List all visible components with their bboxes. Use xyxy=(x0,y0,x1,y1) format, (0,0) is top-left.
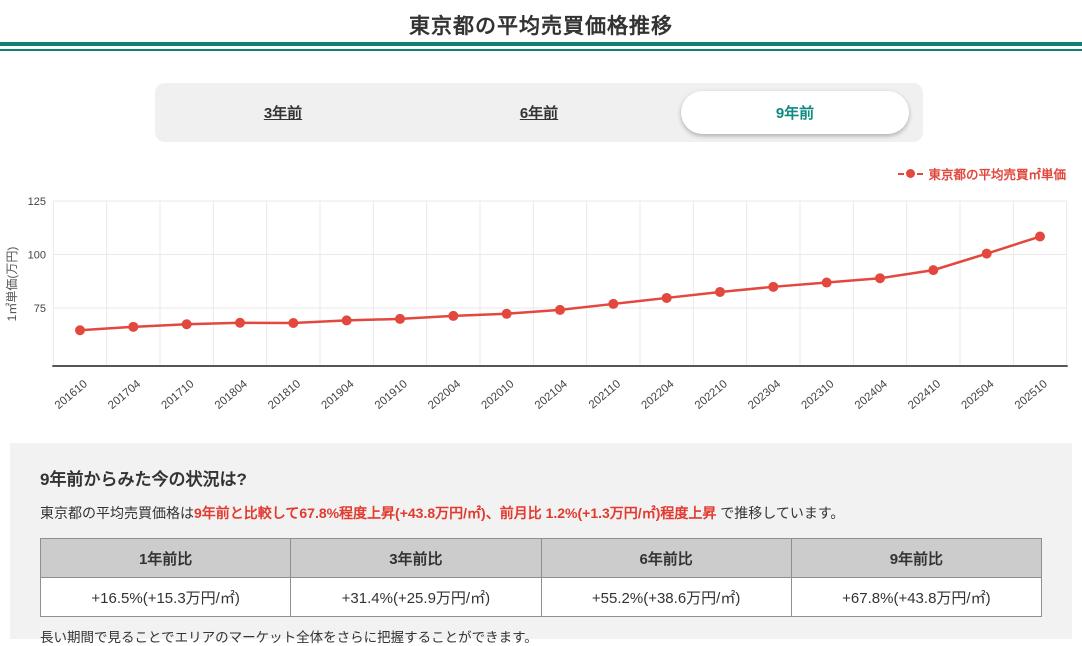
chart-legend[interactable]: 東京都の平均売買㎡単価 xyxy=(898,164,1066,183)
summary-heading: 9年前からみた今の状況は? xyxy=(40,470,247,489)
svg-text:202204: 202204 xyxy=(639,378,677,412)
svg-text:202510: 202510 xyxy=(1013,378,1050,412)
value-3y: +31.4%(+25.9万円/㎡) xyxy=(290,577,542,617)
svg-text:201710: 201710 xyxy=(159,378,196,412)
divider-thick-line xyxy=(0,42,1082,46)
summary-panel: 9年前からみた今の状況は? 東京都の平均売買価格は9年前と比較して67.8%程度… xyxy=(10,443,1072,645)
svg-text:125: 125 xyxy=(28,196,46,208)
page-header: 東京都の平均売買価格推移 xyxy=(0,0,1082,40)
svg-text:202410: 202410 xyxy=(906,378,943,412)
legend-label: 東京都の平均売買㎡単価 xyxy=(928,168,1066,182)
svg-text:100: 100 xyxy=(28,250,46,262)
svg-text:202504: 202504 xyxy=(959,378,997,412)
summary-text: 東京都の平均売買価格は9年前と比較して67.8%程度上昇(+43.8万円/㎡)、… xyxy=(40,503,1042,523)
svg-text:201610: 201610 xyxy=(53,378,90,412)
svg-text:201804: 201804 xyxy=(213,378,251,412)
svg-text:202210: 202210 xyxy=(693,378,730,412)
price-trend-chart[interactable]: 75 100 125 201610 201704 201710 201804 201810 20… xyxy=(0,188,1082,438)
tab-9-years-ago[interactable]: 9年前 xyxy=(667,83,923,142)
header-3y: 3年前比 xyxy=(290,538,542,578)
summary-text-prefix: 東京都の平均売買価格は xyxy=(40,505,194,521)
svg-text:201904: 201904 xyxy=(319,378,357,412)
value-6y: +55.2%(+38.6万円/㎡) xyxy=(540,577,792,617)
tab-label: 6年前 xyxy=(519,105,559,122)
svg-text:202310: 202310 xyxy=(799,378,836,412)
tab-3-years-ago[interactable]: 3年前 xyxy=(155,83,411,142)
summary-text-highlight: 9年前と比較して67.8%程度上昇(+43.8万円/㎡)、前月比 1.2%(+1… xyxy=(194,505,717,521)
header-1y: 1年前比 xyxy=(39,538,292,578)
svg-text:202104: 202104 xyxy=(533,378,571,412)
tab-6-years-ago[interactable]: 6年前 xyxy=(411,83,667,142)
header-divider xyxy=(0,42,1082,51)
svg-text:201810: 201810 xyxy=(266,378,303,412)
header-6y: 6年前比 xyxy=(540,538,792,578)
svg-text:202404: 202404 xyxy=(853,378,891,412)
comparison-table-header-row: 1年前比 3年前比 6年前比 9年前比 xyxy=(39,538,1043,578)
tab-label: 3年前 xyxy=(263,105,303,122)
svg-text:201704: 201704 xyxy=(106,378,144,412)
svg-text:75: 75 xyxy=(34,303,46,315)
svg-text:1㎡単価(万円): 1㎡単価(万円) xyxy=(5,247,19,322)
svg-text:202304: 202304 xyxy=(746,378,784,412)
svg-text:202110: 202110 xyxy=(587,378,623,411)
footnote: 長い期間で見ることでエリアのマーケット全体をさらに把握することができます。 xyxy=(40,630,538,645)
legend-line-dot-icon xyxy=(898,169,924,178)
header-9y: 9年前比 xyxy=(790,538,1043,578)
period-tabbar: 3年前 6年前 9年前 xyxy=(155,83,923,142)
value-1y: +16.5%(+15.3万円/㎡) xyxy=(39,577,292,617)
tab-active-pill: 9年前 xyxy=(681,91,909,134)
summary-text-suffix: で推移しています。 xyxy=(716,505,845,521)
svg-text:201910: 201910 xyxy=(373,378,410,412)
page-title: 東京都の平均売買価格推移 xyxy=(409,15,673,38)
svg-text:202010: 202010 xyxy=(479,378,516,412)
svg-text:202004: 202004 xyxy=(426,378,464,412)
divider-thin-line xyxy=(0,49,1082,51)
comparison-table: 1年前比 3年前比 6年前比 9年前比 +16.5%(+15.3万円/㎡) +3… xyxy=(39,538,1043,617)
comparison-table-value-row: +16.5%(+15.3万円/㎡) +31.4%(+25.9万円/㎡) +55.… xyxy=(39,577,1043,617)
value-9y: +67.8%(+43.8万円/㎡) xyxy=(790,577,1043,617)
